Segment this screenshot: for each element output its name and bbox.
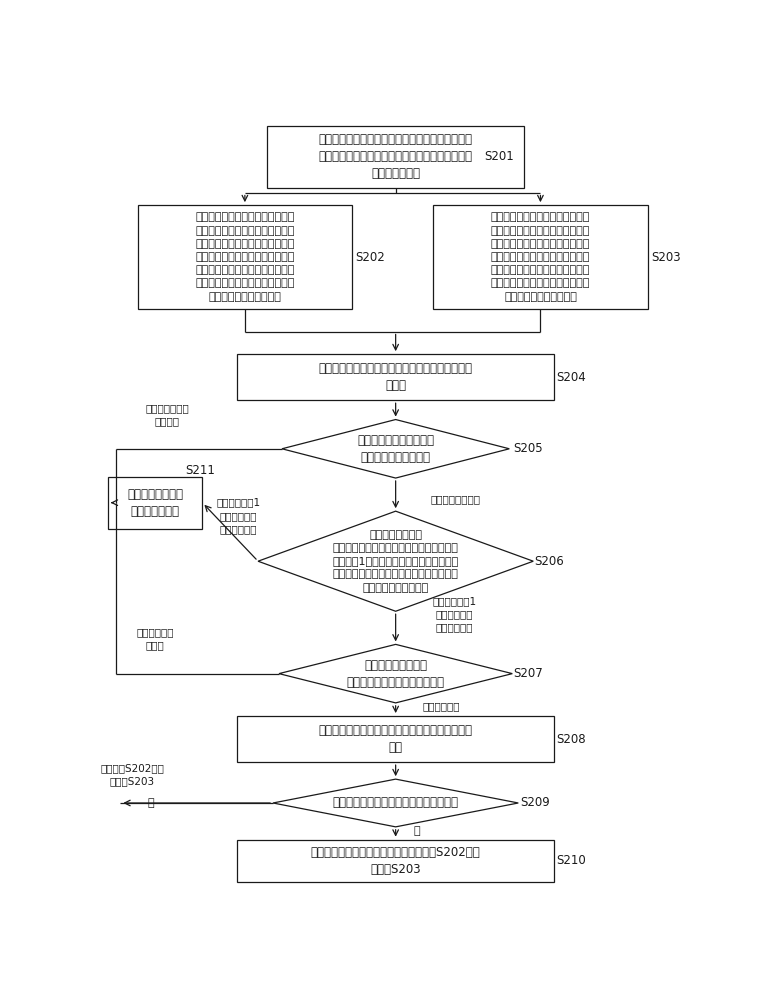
Text: S202: S202 <box>356 251 385 264</box>
Text: 接收客户端发送的携带有当前阅读页页码及翻页标
识位的弹幕消息查询请求，将当前阅读页页码赋值
给弹幕查询页码: 接收客户端发送的携带有当前阅读页页码及翻页标 识位的弹幕消息查询请求，将当前阅读… <box>319 133 472 180</box>
Text: S206: S206 <box>534 555 564 568</box>
Text: S203: S203 <box>651 251 681 264</box>
FancyBboxPatch shape <box>108 477 202 529</box>
FancyBboxPatch shape <box>237 354 554 400</box>
Text: S204: S204 <box>556 371 586 384</box>
Text: 若翻页标识位为第二预设值，则设
定弹幕查询页码为弹幕页码查询区
间的起始页码；根据弹幕查询页码
和预设弹幕查询页码跨度值确定弹
幕页码查询区间的终止页码，将终
: 若翻页标识位为第二预设值，则设 定弹幕查询页码为弹幕页码查询区 间的起始页码；根… <box>491 212 590 302</box>
Polygon shape <box>279 644 513 703</box>
Text: 若翻页标识位为第一预设值，则设
定弹幕查询页码为弹幕页码查询区
间的终止页码；根据弹幕查询页码
和预设弹幕查询页码跨度值确定弹
幕页码查询区间的起始页码，将终
: 若翻页标识位为第一预设值，则设 定弹幕查询页码为弹幕页码查询区 间的终止页码；根… <box>195 212 295 302</box>
Text: 判断弹幕消息数量是否小于第二预设数量: 判断弹幕消息数量是否小于第二预设数量 <box>333 796 459 809</box>
Text: 跳转步骤S202或跳
转步骤S203: 跳转步骤S202或跳 转步骤S203 <box>100 763 164 786</box>
Text: S209: S209 <box>520 796 550 809</box>
Polygon shape <box>258 511 533 611</box>
Text: 起始页码不为1
或者终止页码
不为最大页码: 起始页码不为1 或者终止页码 不为最大页码 <box>216 498 260 534</box>
FancyBboxPatch shape <box>237 716 554 762</box>
Text: 起始页码不为1
或者终止页码
不为最大页码: 起始页码不为1 或者终止页码 不为最大页码 <box>432 596 476 633</box>
Text: 根据弹幕页码查询区间查询弹幕消息，统计弹幕消
息数量: 根据弹幕页码查询区间查询弹幕消息，统计弹幕消 息数量 <box>319 362 472 392</box>
Text: 根据预设弹幕查询页码跨度值对弹幕查询页码进行
更新: 根据预设弹幕查询页码跨度值对弹幕查询页码进行 更新 <box>319 724 472 754</box>
FancyBboxPatch shape <box>237 840 554 882</box>
Text: S201: S201 <box>484 150 514 163</box>
FancyBboxPatch shape <box>137 205 352 309</box>
Text: S205: S205 <box>513 442 543 455</box>
Text: 将查询到的弹幕消
息返回至客户端: 将查询到的弹幕消 息返回至客户端 <box>127 488 183 518</box>
Text: 判断弹幕消息数量是否大
于或等于第一预设数量: 判断弹幕消息数量是否大 于或等于第一预设数量 <box>357 434 434 464</box>
Polygon shape <box>282 420 510 478</box>
Text: 调整预设弹幕查询页码跨度值，跳转步骤S202或跳
转步骤S203: 调整预设弹幕查询页码跨度值，跳转步骤S202或跳 转步骤S203 <box>311 846 480 876</box>
Text: 大于或等于第一
预设数量: 大于或等于第一 预设数量 <box>145 403 189 427</box>
FancyBboxPatch shape <box>267 126 524 188</box>
Text: S208: S208 <box>556 733 586 746</box>
Text: 否: 否 <box>147 798 154 808</box>
Text: 若翻页标识位为第
一预设值，判断弹幕页码查询区间的起始页
码是否为1；或者，若翻页标识位为第二预
设值，判断弹幕页码查询区间的终止页码是
否为电子书的最大页码: 若翻页标识位为第 一预设值，判断弹幕页码查询区间的起始页 码是否为1；或者，若翻… <box>333 530 459 593</box>
Text: 小于第一预设数量: 小于第一预设数量 <box>431 495 480 505</box>
Text: 小于预设次数: 小于预设次数 <box>422 701 460 711</box>
Text: S211: S211 <box>185 464 215 477</box>
Polygon shape <box>273 779 518 827</box>
Text: 大于或等于预
设次数: 大于或等于预 设次数 <box>137 627 174 651</box>
Text: S207: S207 <box>513 667 543 680</box>
Text: S210: S210 <box>556 854 586 867</box>
FancyBboxPatch shape <box>433 205 648 309</box>
Text: 是: 是 <box>413 826 420 836</box>
Text: 判断弹幕消息当前查
询次数是否大于或等于预设次数: 判断弹幕消息当前查 询次数是否大于或等于预设次数 <box>347 659 445 689</box>
